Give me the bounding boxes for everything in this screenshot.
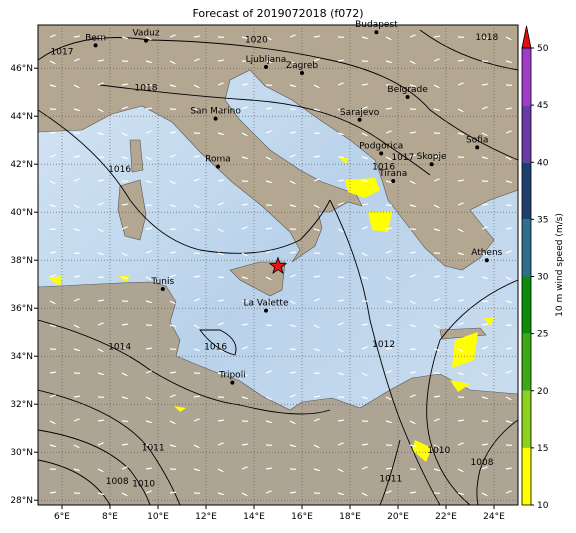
city-label: Tunis bbox=[150, 277, 174, 287]
city-label: Tripoli bbox=[218, 371, 246, 381]
colorbar-bin bbox=[522, 48, 531, 105]
isobar-label: 1020 bbox=[245, 35, 268, 45]
isobar-label: 1014 bbox=[108, 343, 131, 353]
x-tick-label: 24°E bbox=[483, 512, 505, 522]
colorbar-tick-label: 15 bbox=[537, 444, 548, 454]
colorbar-bin bbox=[522, 219, 531, 276]
isobar-label: 1017 bbox=[51, 47, 74, 57]
x-tick-label: 20°E bbox=[387, 512, 409, 522]
city-dot bbox=[406, 95, 410, 99]
city-dot bbox=[374, 30, 378, 34]
city-label: Bern bbox=[85, 33, 106, 43]
y-tick-label: 42°N bbox=[10, 160, 33, 170]
colorbar-tick-label: 20 bbox=[537, 387, 549, 397]
y-tick-label: 46°N bbox=[10, 64, 33, 74]
isobar-label: 1018 bbox=[135, 83, 158, 93]
isobar-label: 1011 bbox=[379, 475, 402, 485]
y-tick-label: 32°N bbox=[10, 400, 33, 410]
colorbar-bin bbox=[522, 391, 531, 448]
city-dot bbox=[379, 151, 383, 155]
isobar-label: 1012 bbox=[372, 340, 395, 350]
map-title: Forecast of 2019072018 (f072) bbox=[192, 7, 363, 20]
city-label: Budapest bbox=[355, 20, 398, 30]
colorbar-bin bbox=[522, 334, 531, 391]
city-label: Ljubljana bbox=[246, 55, 287, 65]
x-tick-label: 10°E bbox=[147, 512, 169, 522]
x-tick-label: 8°E bbox=[102, 512, 118, 522]
colorbar-tick-label: 25 bbox=[537, 330, 548, 340]
x-tick-label: 16°E bbox=[291, 512, 313, 522]
city-dot bbox=[430, 162, 434, 166]
city-label: Tirana bbox=[378, 169, 407, 179]
city-dot bbox=[264, 65, 268, 69]
colorbar-tick-label: 50 bbox=[537, 44, 549, 54]
colorbar-tick-label: 30 bbox=[537, 273, 549, 283]
city-dot bbox=[264, 309, 268, 313]
colorbar-bin bbox=[522, 448, 531, 505]
colorbar-tick-label: 35 bbox=[537, 215, 548, 225]
city-label: Skopje bbox=[417, 152, 447, 162]
isobar-label: 1010 bbox=[427, 446, 450, 456]
city-dot bbox=[94, 43, 98, 47]
colorbar-bin bbox=[522, 105, 531, 162]
isobar-label: 1018 bbox=[475, 33, 498, 43]
y-tick-label: 30°N bbox=[10, 448, 33, 458]
isobar-label: 1016 bbox=[108, 165, 131, 175]
city-dot bbox=[161, 287, 165, 291]
colorbar-bin bbox=[522, 162, 531, 219]
isobar-label: 1008 bbox=[106, 477, 129, 487]
isobar-label: 1016 bbox=[204, 343, 227, 353]
isobar-label: 1011 bbox=[142, 443, 165, 453]
city-dot bbox=[144, 39, 148, 43]
city-label: Roma bbox=[205, 155, 231, 165]
y-tick-label: 38°N bbox=[10, 256, 33, 266]
city-label: Sarajevo bbox=[340, 108, 380, 118]
isobar-label: 1010 bbox=[132, 479, 155, 489]
colorbar-label: 10 m wind speed (m/s) bbox=[555, 213, 565, 317]
colorbar-bin bbox=[522, 277, 531, 334]
city-dot bbox=[230, 381, 234, 385]
city-label: Vaduz bbox=[132, 29, 159, 39]
x-tick-label: 18°E bbox=[339, 512, 361, 522]
city-label: Sofia bbox=[466, 135, 488, 145]
y-tick-label: 28°N bbox=[10, 496, 33, 506]
colorbar-tick-label: 40 bbox=[537, 158, 549, 168]
y-tick-label: 34°N bbox=[10, 352, 33, 362]
colorbar-tick-label: 10 bbox=[537, 501, 549, 511]
city-dot bbox=[216, 165, 220, 169]
city-label: San Marino bbox=[190, 107, 241, 117]
city-dot bbox=[485, 258, 489, 262]
city-label: Podgorica bbox=[359, 141, 403, 151]
y-tick-label: 40°N bbox=[10, 208, 33, 218]
x-tick-label: 6°E bbox=[54, 512, 70, 522]
x-tick-label: 14°E bbox=[243, 512, 265, 522]
isobar-label: 1008 bbox=[471, 458, 494, 468]
city-label: La Valette bbox=[244, 299, 289, 309]
city-dot bbox=[391, 179, 395, 183]
city-dot bbox=[358, 118, 362, 122]
y-tick-label: 44°N bbox=[10, 112, 33, 122]
city-label: Zagreb bbox=[286, 61, 318, 71]
y-tick-label: 36°N bbox=[10, 304, 33, 314]
isobar-label: 1017 bbox=[391, 153, 414, 163]
city-dot bbox=[300, 71, 304, 75]
x-tick-label: 12°E bbox=[195, 512, 217, 522]
colorbar-tick-label: 45 bbox=[537, 101, 548, 111]
city-dot bbox=[475, 145, 479, 149]
x-tick-label: 22°E bbox=[435, 512, 457, 522]
city-label: Belgrade bbox=[387, 85, 428, 95]
colorbar-extend bbox=[522, 26, 531, 48]
city-label: Athens bbox=[471, 248, 502, 258]
city-dot bbox=[214, 117, 218, 121]
